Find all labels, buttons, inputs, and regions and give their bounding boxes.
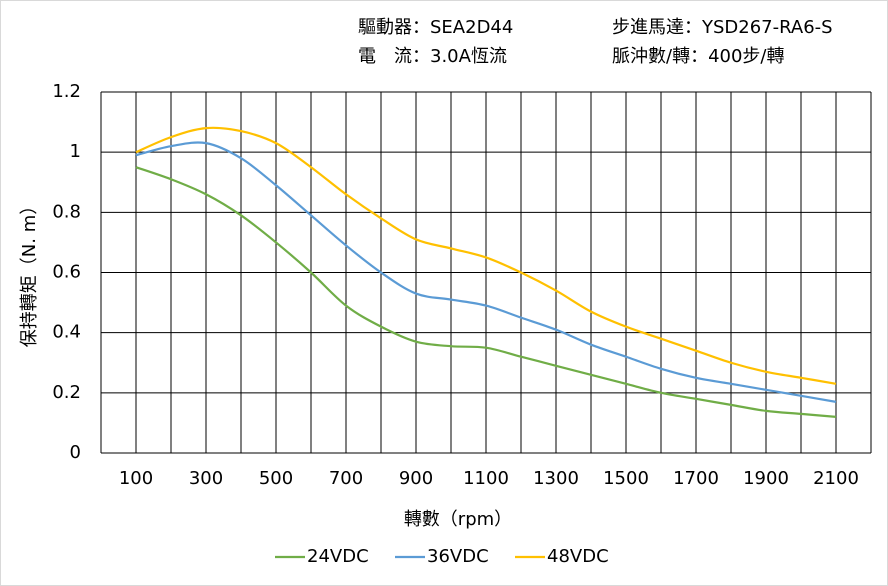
x-tick-label: 1900 (743, 468, 789, 489)
x-tick-label: 1500 (603, 468, 649, 489)
y-tick-label: 0.8 (52, 201, 81, 222)
annotation: 驅動器：SEA2D44 (358, 17, 513, 38)
y-tick-label: 1.2 (52, 81, 81, 102)
x-tick-label: 2100 (813, 468, 859, 489)
x-tick-label: 100 (119, 468, 153, 489)
series-line (135, 166, 837, 418)
legend-label: 48VDC (547, 546, 609, 567)
annotation: 脈沖數/轉：400步/轉 (612, 46, 785, 67)
series-line (135, 126, 837, 385)
legend-label: 24VDC (307, 546, 369, 567)
series-line (135, 141, 837, 403)
legend-label: 36VDC (427, 546, 489, 567)
annotation: 步進馬達：YSD267-RA6-S (612, 17, 833, 38)
y-axis-label: 保持轉矩（N. m） (19, 197, 40, 347)
x-tick-label: 1700 (673, 468, 719, 489)
x-axis-label: 轉數（rpm） (404, 509, 512, 530)
x-tick-label: 1100 (463, 468, 509, 489)
y-tick-label: 0.4 (52, 322, 81, 343)
x-tick-label: 900 (399, 468, 433, 489)
y-tick-label: 0.2 (52, 382, 81, 403)
x-tick-label: 1300 (533, 468, 579, 489)
annotation: 電 流：3.0A恆流 (358, 46, 507, 67)
x-tick-label: 700 (329, 468, 363, 489)
y-tick-label: 0.6 (52, 262, 81, 283)
y-tick-label: 1 (70, 141, 81, 162)
y-tick-label: 0 (70, 442, 81, 463)
x-tick-label: 300 (189, 468, 223, 489)
x-tick-label: 500 (259, 468, 293, 489)
